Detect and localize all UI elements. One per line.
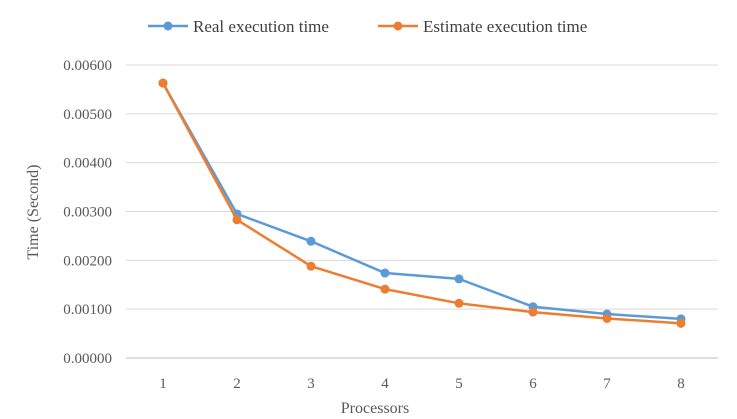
legend-item: Real execution time [148,17,329,36]
x-axis-tick-labels: 1 2 3 4 5 6 7 8 [159,376,685,392]
data-point [454,274,464,284]
x-axis-title: Processors [341,400,409,417]
series-line [161,81,683,325]
data-point [380,268,390,278]
y-axis-tick-labels: 0.00000 0.00100 0.00200 0.00300 0.00400 0.005… [63,58,112,367]
y-tick-label: 0.00600 [63,58,112,74]
y-tick-label: 0.00300 [63,205,112,221]
data-point [232,215,242,225]
data-point [306,261,316,271]
x-tick-label: 7 [603,376,611,392]
data-point [602,313,612,323]
y-tick-label: 0.00500 [63,107,112,123]
x-tick-label: 8 [677,376,685,392]
series-group [158,78,686,328]
legend: Real execution time Estimate execution ti… [148,17,587,36]
x-tick-label: 4 [381,376,389,392]
legend-item: Estimate execution time [378,17,587,36]
series-1 [158,78,686,324]
data-point [676,318,686,328]
legend-point-marker [393,21,403,31]
x-tick-label: 5 [455,376,463,392]
x-tick-label: 3 [307,376,315,392]
y-tick-label: 0.00100 [63,302,112,318]
gridlines [126,64,718,359]
data-point [528,307,538,317]
legend-label: Estimate execution time [423,17,587,36]
x-tick-label: 1 [159,376,167,392]
y-tick-label: 0.00200 [63,253,112,269]
data-point [380,284,390,294]
series-line [161,81,683,321]
data-point [454,298,464,308]
legend-label: Real execution time [193,17,329,36]
series-2 [158,78,686,328]
y-tick-label: 0.00400 [63,156,112,172]
data-point [306,236,316,246]
y-tick-label: 0.00000 [63,351,112,367]
x-tick-label: 6 [529,376,537,392]
x-tick-label: 2 [233,376,241,392]
data-point [158,78,168,88]
y-axis-title: Time (Second) [25,165,42,260]
legend-point-marker [163,21,173,31]
